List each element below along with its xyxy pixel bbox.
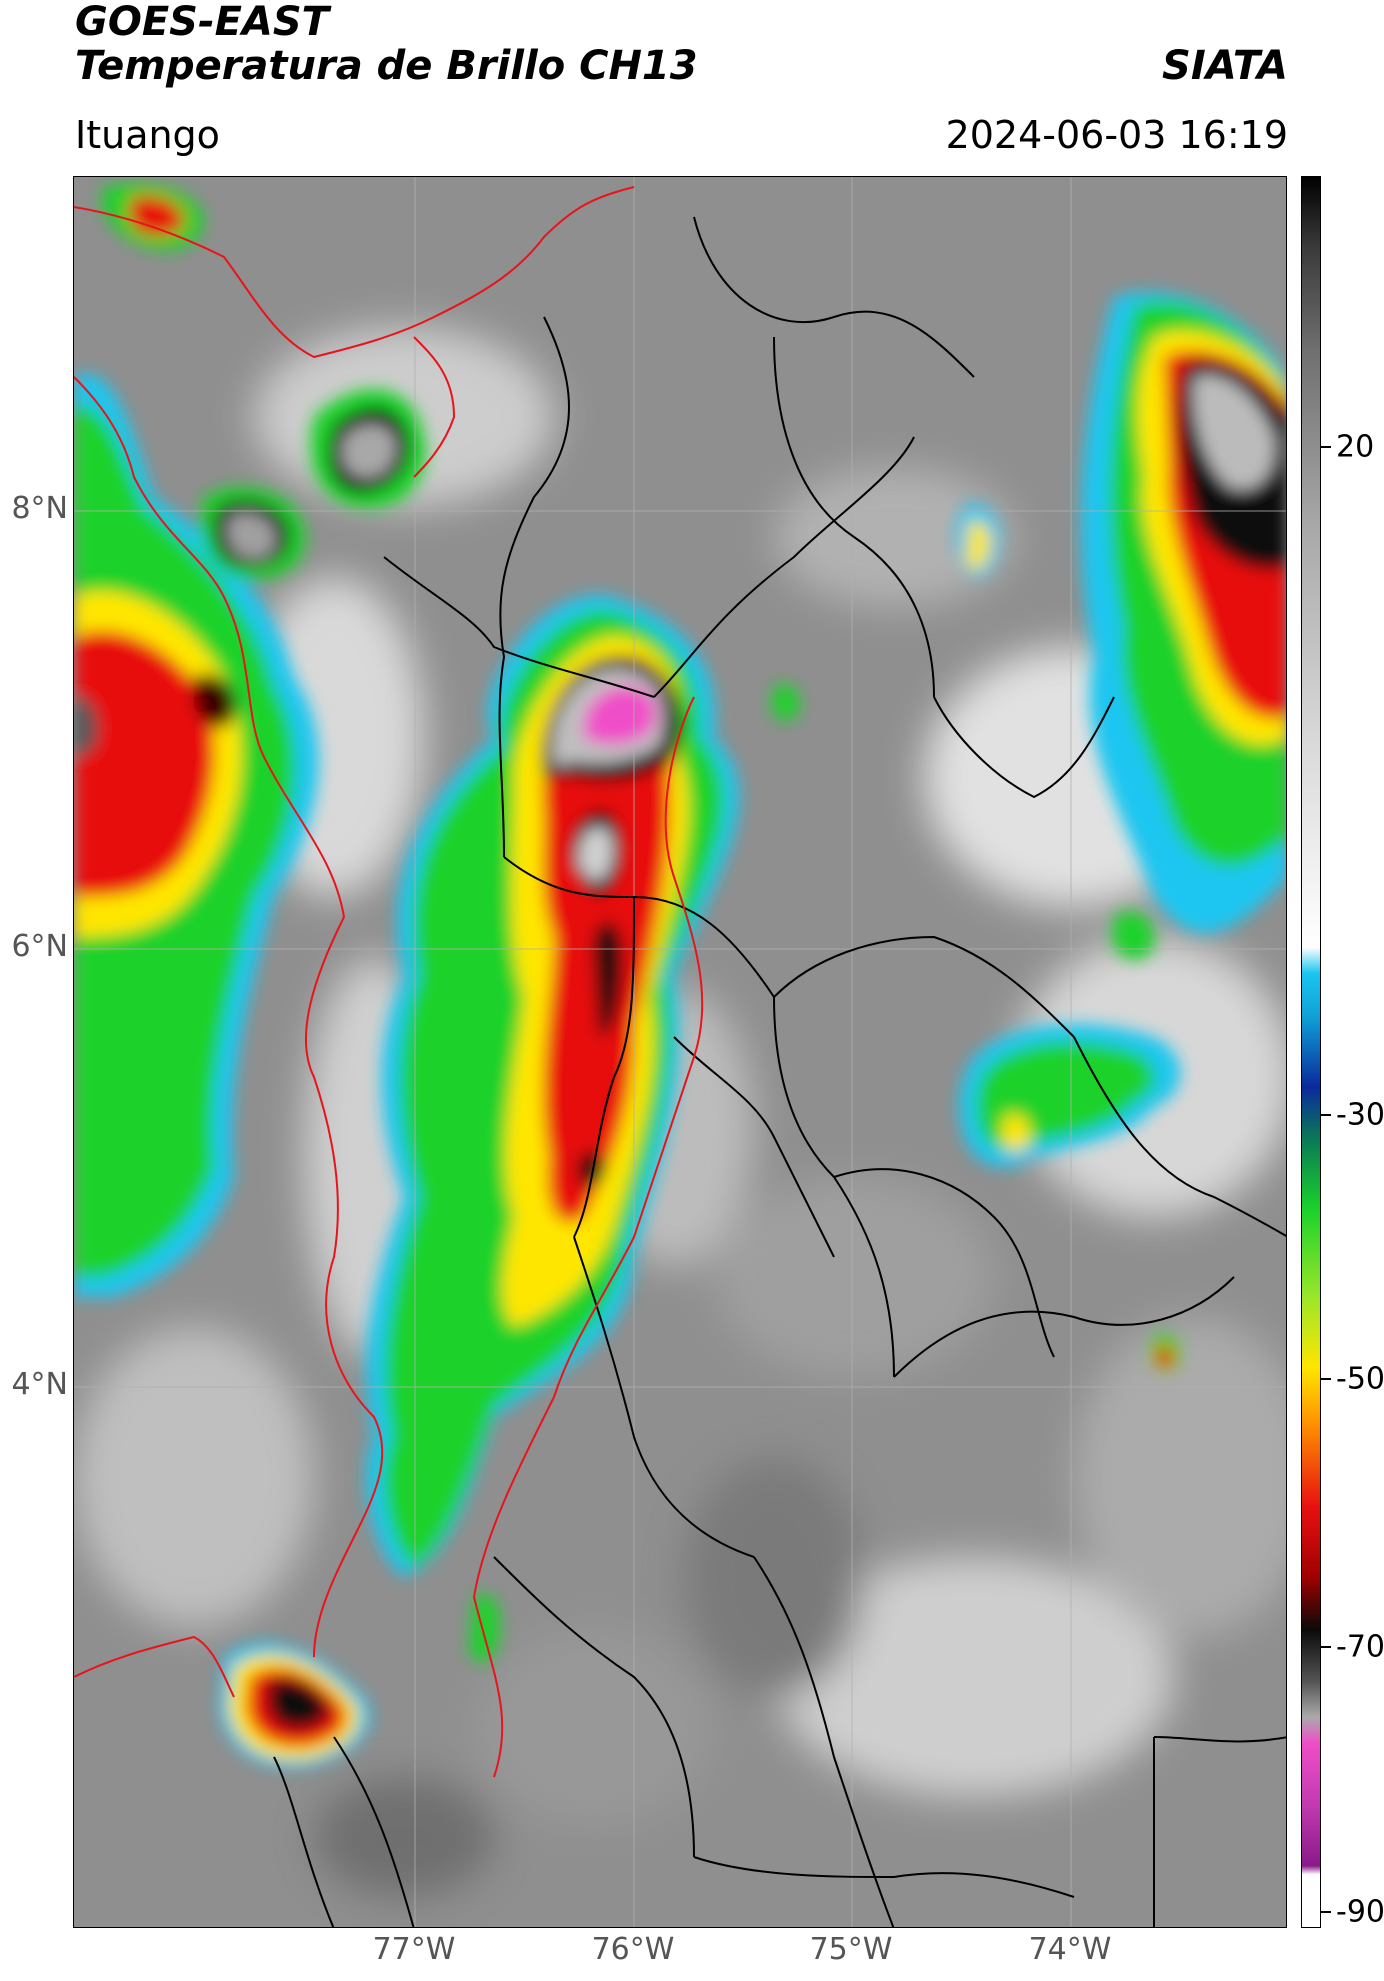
product-title: Temperatura de Brillo CH13 (75, 43, 698, 89)
satellite-map (73, 176, 1287, 1928)
lon-label-76w: 76°W (591, 1932, 675, 1967)
international-border (74, 186, 704, 1778)
storm-cell-east (469, 504, 1181, 1664)
department-borders (273, 216, 1286, 1927)
colorbar-tick-minus30 (1321, 1114, 1331, 1116)
storm-cell-choco-coast (74, 373, 319, 1297)
lon-label-74w: 74°W (1028, 1932, 1112, 1967)
brand-label: SIATA (1162, 43, 1288, 89)
colorbar-tick-minus50 (1321, 1378, 1331, 1380)
region-label: Ituango (75, 113, 220, 157)
storm-cell-uraba (101, 183, 426, 580)
colorbar-tick-minus70 (1321, 1646, 1331, 1648)
satellite-title: GOES-EAST (75, 0, 329, 45)
lon-label-77w: 77°W (372, 1932, 456, 1967)
lat-label-6n: 6°N (11, 929, 68, 964)
storm-cell-narino (219, 1642, 371, 1768)
storm-cell-magdalena-medio (1080, 291, 1286, 934)
colorbar-tick-minus90 (1321, 1911, 1331, 1913)
lat-label-8n: 8°N (11, 491, 68, 526)
colorbar (1301, 176, 1321, 1928)
lat-label-4n: 4°N (11, 1367, 68, 1402)
colorbar-label-minus50: -50 (1336, 1361, 1384, 1397)
colorbar-tick-20 (1321, 446, 1331, 448)
map-canvas (74, 177, 1286, 1927)
convective-cells (74, 183, 1286, 1768)
colorbar-label-minus30: -30 (1336, 1097, 1384, 1133)
timestamp-label: 2024-06-03 16:19 (945, 113, 1288, 157)
storm-cell-ituango (365, 594, 740, 1577)
lon-label-75w: 75°W (809, 1932, 893, 1967)
colorbar-label-minus90: -90 (1336, 1894, 1384, 1930)
colorbar-label-20: 20 (1336, 429, 1375, 465)
colorbar-label-minus70: -70 (1336, 1629, 1384, 1665)
graticule (74, 177, 1286, 1927)
